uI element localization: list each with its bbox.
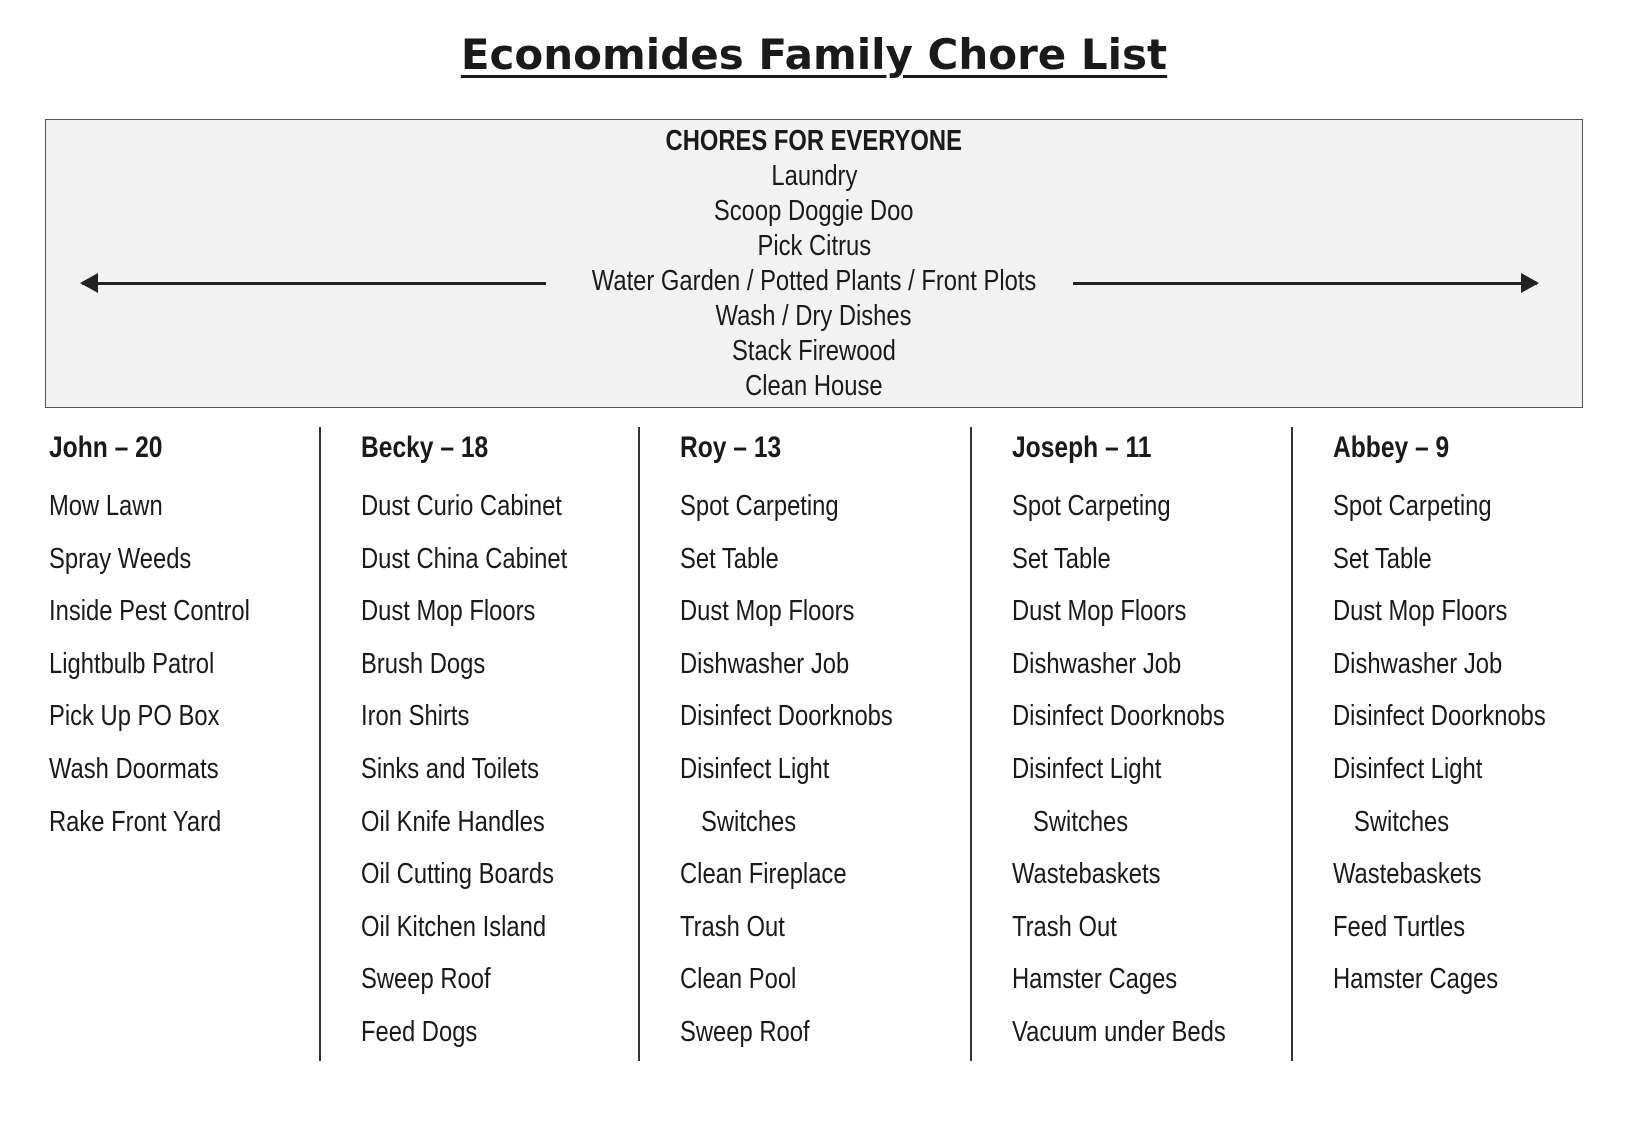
chore-item: Switches (1033, 805, 1129, 838)
person-name: Abbey – 9 (1333, 431, 1450, 464)
chore-item: Disinfect Doorknobs (1333, 700, 1546, 733)
chore-item: Spot Carpeting (1333, 490, 1492, 522)
right-arrow-icon (1073, 273, 1539, 293)
chore-item: Lightbulb Patrol (49, 647, 215, 680)
column-divider (319, 427, 321, 1061)
chore-item: Sweep Roof (361, 963, 491, 996)
everyone-chore: Wash / Dry Dishes (715, 300, 913, 332)
chore-item: Trash Out (680, 910, 785, 943)
chore-item: Oil Kitchen Island (361, 910, 547, 943)
chore-item: Brush Dogs (361, 647, 486, 680)
chore-item: Feed Turtles (1333, 910, 1466, 943)
person-name: John – 20 (49, 431, 163, 464)
chore-item: Dust Curio Cabinet (361, 490, 562, 522)
chore-item: Dust Mop Floors (1012, 595, 1187, 628)
chore-item: Disinfect Doorknobs (1012, 700, 1225, 733)
chore-item: Oil Cutting Boards (361, 858, 554, 891)
everyone-heading: CHORES FOR EVERYONE (665, 125, 963, 157)
chore-item: Disinfect Light (1333, 752, 1483, 785)
chore-item: Spot Carpeting (680, 490, 839, 522)
column-divider (1291, 427, 1293, 1061)
chore-item: Iron Shirts (361, 700, 470, 733)
everyone-chore: Stack Firewood (732, 335, 896, 367)
person-name: Joseph – 11 (1012, 431, 1152, 464)
chore-item: Rake Front Yard (49, 805, 222, 838)
person-column: Abbey – 9 Spot Carpeting Set Table Dust Mop… (1333, 428, 1593, 1006)
chore-item: Set Table (680, 542, 779, 575)
chore-item: Switches (701, 805, 797, 838)
everyone-chore: Laundry (771, 160, 857, 192)
chore-item: Disinfect Light (680, 752, 830, 785)
chore-item: Set Table (1333, 542, 1432, 575)
everyone-chore: Scoop Doggie Doo (714, 195, 914, 227)
chore-item: Dishwasher Job (680, 647, 850, 680)
person-column: Becky – 18 Dust Curio Cabinet Dust China C… (361, 428, 612, 1059)
chore-item: Feed Dogs (361, 1015, 478, 1048)
chore-item: Clean Fireplace (680, 858, 847, 891)
everyone-chore: Clean House (745, 370, 883, 402)
chore-item: Trash Out (1012, 910, 1117, 943)
chore-item: Sinks and Toilets (361, 752, 540, 785)
person-name: Roy – 13 (680, 431, 782, 464)
chore-item: Spray Weeds (49, 542, 192, 575)
title-text: Economides Family Chore List (460, 30, 1168, 79)
chore-item: Inside Pest Control (49, 595, 250, 628)
chore-item: Disinfect Light (1012, 752, 1162, 785)
chore-item: Wastebaskets (1012, 858, 1161, 891)
chore-item: Hamster Cages (1012, 963, 1178, 996)
chore-item: Sweep Roof (680, 1015, 810, 1048)
chore-item: Wastebaskets (1333, 858, 1482, 891)
chore-item: Oil Knife Handles (361, 805, 545, 838)
column-divider (970, 427, 972, 1061)
chore-item: Spot Carpeting (1012, 490, 1171, 522)
person-column: John – 20 Mow Lawn Spray Weeds Inside Pest … (49, 428, 294, 848)
chore-item: Dust Mop Floors (361, 595, 536, 628)
chore-item: Hamster Cages (1333, 963, 1499, 996)
person-column: Joseph – 11 Spot Carpeting Set Table Dust M… (1012, 428, 1273, 1059)
chore-item: Set Table (1012, 542, 1111, 575)
chore-item: Mow Lawn (49, 490, 163, 522)
everyone-chore: Water Garden / Potted Plants / Front Plo… (591, 265, 1037, 297)
chore-item: Dishwasher Job (1012, 647, 1182, 680)
everyone-chore: Pick Citrus (757, 230, 871, 262)
chore-item: Disinfect Doorknobs (680, 700, 893, 733)
chore-item: Dust Mop Floors (1333, 595, 1508, 628)
chore-item: Dust Mop Floors (680, 595, 855, 628)
chore-item: Vacuum under Beds (1012, 1015, 1226, 1048)
chore-item: Dishwasher Job (1333, 647, 1503, 680)
chore-item: Pick Up PO Box (49, 700, 220, 733)
page-title: Economides Family Chore List (0, 30, 1628, 79)
left-arrow-icon (80, 273, 546, 293)
person-name: Becky – 18 (361, 431, 489, 464)
chore-item: Dust China Cabinet (361, 542, 568, 575)
column-divider (638, 427, 640, 1061)
chore-item: Wash Doormats (49, 752, 219, 785)
chore-item: Switches (1354, 805, 1450, 838)
chores-for-everyone-box: CHORES FOR EVERYONE Laundry Scoop Doggie … (45, 119, 1583, 408)
person-column: Roy – 13 Spot Carpeting Set Table Dust Mop … (680, 428, 940, 1059)
chore-item: Clean Pool (680, 963, 797, 996)
